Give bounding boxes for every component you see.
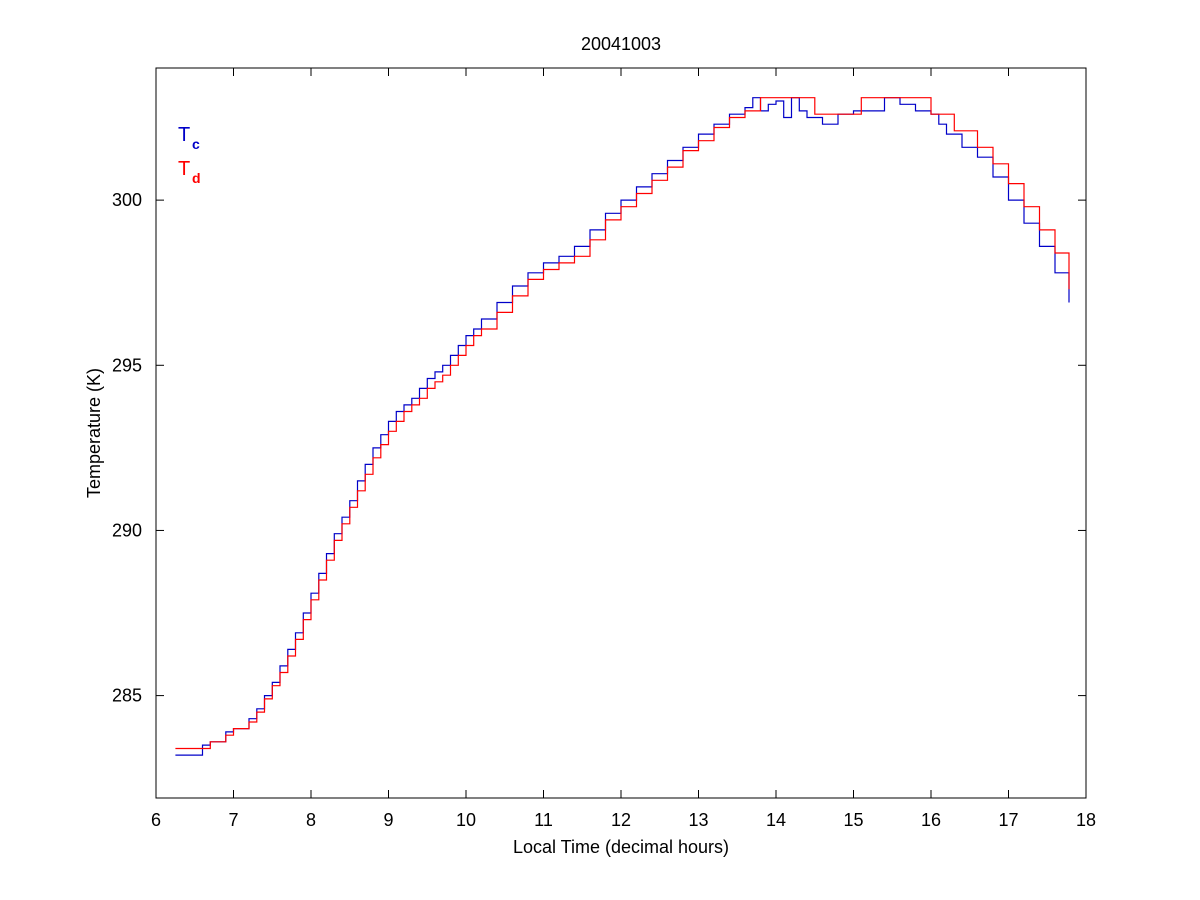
y-axis-label: Temperature (K) xyxy=(84,368,104,498)
x-tick-label: 12 xyxy=(611,810,631,830)
x-axis-ticks: 6 7 8 9 10 11 12 13 14 15 16 17 18 xyxy=(151,68,1096,830)
x-tick-label: 8 xyxy=(306,810,316,830)
x-tick-label: 10 xyxy=(456,810,476,830)
x-tick-label: 9 xyxy=(383,810,393,830)
y-tick-label: 290 xyxy=(112,520,142,540)
x-tick-label: 16 xyxy=(921,810,941,830)
legend-label: T xyxy=(178,124,190,146)
series-line-tc xyxy=(175,97,1070,756)
plot-frame xyxy=(155,67,1087,799)
x-tick-label: 13 xyxy=(688,810,708,830)
x-tick-label: 11 xyxy=(534,810,553,830)
x-tick-label: 7 xyxy=(228,810,238,830)
legend-label-subscript: c xyxy=(192,136,200,152)
y-tick-label: 285 xyxy=(112,686,142,706)
x-tick-label: 18 xyxy=(1076,810,1096,830)
series-layer xyxy=(175,97,1070,756)
y-axis-ticks: 285 290 295 300 xyxy=(112,190,1086,706)
x-axis-label: Local Time (decimal hours) xyxy=(513,837,729,857)
x-tick-label: 15 xyxy=(843,810,863,830)
y-tick-label: 300 xyxy=(112,190,142,210)
legend-label-subscript: d xyxy=(192,170,201,186)
y-tick-label: 295 xyxy=(112,355,142,375)
x-tick-label: 6 xyxy=(151,810,161,830)
chart-title: 20041003 xyxy=(581,34,661,54)
x-tick-label: 17 xyxy=(998,810,1018,830)
x-tick-label: 14 xyxy=(766,810,786,830)
legend-label: T xyxy=(178,158,190,180)
series-line-td xyxy=(175,97,1070,750)
